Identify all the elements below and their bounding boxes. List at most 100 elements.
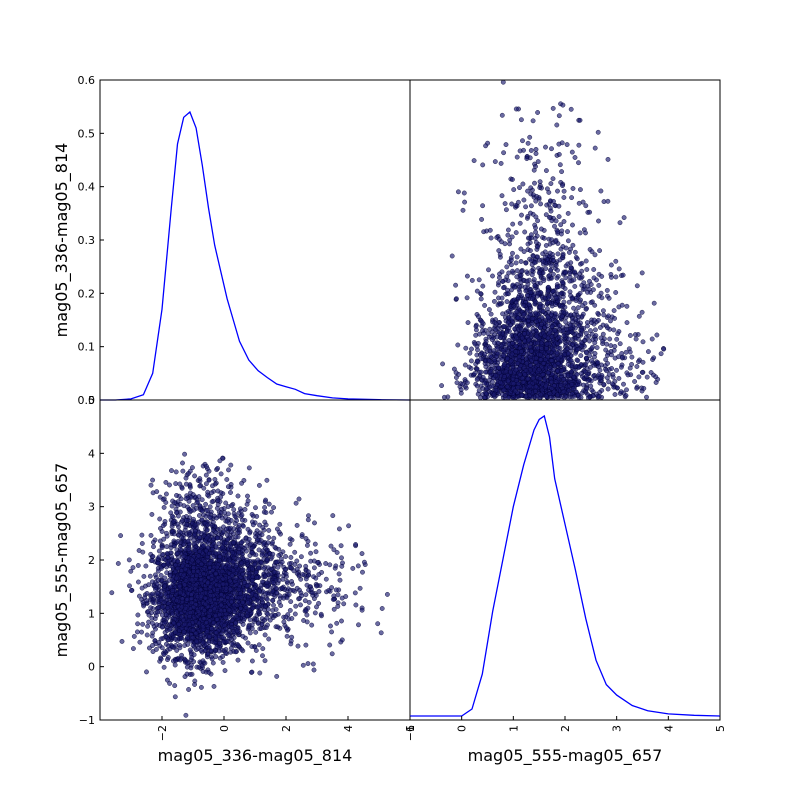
scatter-point xyxy=(604,368,609,374)
scatter-point xyxy=(566,299,572,305)
scatter-point xyxy=(522,284,528,290)
scatter-point xyxy=(524,156,530,162)
scatter-point xyxy=(547,330,553,336)
scatter-point xyxy=(528,367,533,373)
scatter-point xyxy=(496,295,501,301)
scatter-point xyxy=(574,256,580,262)
scatter-point xyxy=(568,265,574,271)
scatter-point xyxy=(627,349,633,355)
scatter-point xyxy=(498,160,504,166)
scatter-point xyxy=(482,380,487,386)
scatter-point xyxy=(140,549,146,555)
scatter-point xyxy=(490,273,495,279)
scatter-point xyxy=(543,383,549,389)
scatter-point xyxy=(620,272,626,278)
scatter-point xyxy=(482,345,488,351)
scatter-point xyxy=(501,150,506,156)
scatter-point xyxy=(513,202,519,208)
scatter-point xyxy=(570,319,575,324)
scatter-point xyxy=(194,638,200,644)
scatter-point xyxy=(534,333,540,339)
scatter-point xyxy=(610,374,616,380)
scatter-point xyxy=(547,214,552,220)
scatter-point xyxy=(583,306,589,312)
scatter-point xyxy=(592,351,598,356)
scatter-point xyxy=(455,342,461,348)
scatter-point xyxy=(235,657,241,663)
scatter-point xyxy=(139,541,145,546)
scatter-point xyxy=(592,340,598,346)
scatter-point xyxy=(556,214,562,220)
scatter-point xyxy=(590,344,595,350)
scatter-point xyxy=(587,338,592,344)
scatter-point xyxy=(513,260,519,266)
scatter-point xyxy=(521,312,527,318)
scatter-point xyxy=(449,253,455,259)
scatter-point xyxy=(552,328,558,333)
scatter-point xyxy=(167,573,173,578)
scatter-point xyxy=(182,643,188,648)
scatter-point xyxy=(609,262,614,268)
scatter-point xyxy=(583,362,589,368)
scatter-point xyxy=(480,203,485,209)
scatter-point xyxy=(528,185,534,191)
scatter-point xyxy=(496,365,501,371)
scatter-point xyxy=(636,313,642,319)
scatter-point xyxy=(543,243,549,248)
scatter-point xyxy=(494,346,500,352)
scatter-point xyxy=(515,295,521,300)
scatter-point xyxy=(153,647,159,652)
scatter-point xyxy=(474,288,480,294)
scatter-point xyxy=(502,201,508,207)
scatter-point xyxy=(118,533,124,538)
scatter-point xyxy=(651,355,657,361)
scatter-point xyxy=(561,376,566,382)
scatter-point xyxy=(516,306,522,312)
scatter-point xyxy=(636,374,642,380)
scatter-point xyxy=(609,366,614,371)
scatter-point xyxy=(615,331,621,337)
scatter-point xyxy=(528,362,533,368)
scatter-point xyxy=(526,322,532,328)
scatter-point xyxy=(597,248,602,254)
scatter-point xyxy=(612,392,618,397)
scatter-point xyxy=(462,362,468,368)
scatter-point xyxy=(567,249,572,255)
scatter-point xyxy=(525,140,531,146)
scatter-point xyxy=(129,588,134,593)
scatter-point xyxy=(579,313,585,319)
scatter-point xyxy=(228,645,234,651)
scatter-point xyxy=(566,388,572,393)
scatter-point xyxy=(534,193,539,199)
frame-top-left xyxy=(99,79,411,401)
scatter-point xyxy=(633,336,639,342)
scatter-point xyxy=(529,316,535,322)
scatter-point xyxy=(530,118,536,124)
scatter-point xyxy=(562,304,568,310)
scatter-point xyxy=(453,296,459,302)
scatter-point xyxy=(560,244,566,249)
scatter-point xyxy=(510,177,515,182)
scatter-point xyxy=(482,302,487,308)
scatter-point xyxy=(440,361,445,367)
scatter-point xyxy=(505,227,511,233)
scatter-point xyxy=(561,195,567,200)
scatter-point xyxy=(576,333,581,338)
scatter-point xyxy=(528,148,534,153)
scatter-point xyxy=(499,193,505,199)
scatter-point xyxy=(550,288,556,294)
scatter-point xyxy=(554,275,560,281)
scatter-point xyxy=(109,590,115,596)
scatter-point xyxy=(594,277,599,283)
scatter-point xyxy=(474,377,480,382)
scatter-point xyxy=(569,295,575,301)
scatter-point xyxy=(537,304,543,310)
scatter-point xyxy=(627,365,633,371)
scatter-point xyxy=(535,159,541,165)
scatter-point xyxy=(493,373,499,379)
scatter-point xyxy=(543,144,548,150)
scatter-point xyxy=(460,207,466,213)
scatter-point xyxy=(468,358,474,364)
scatter-point xyxy=(623,349,629,355)
scatter-point xyxy=(469,277,475,283)
